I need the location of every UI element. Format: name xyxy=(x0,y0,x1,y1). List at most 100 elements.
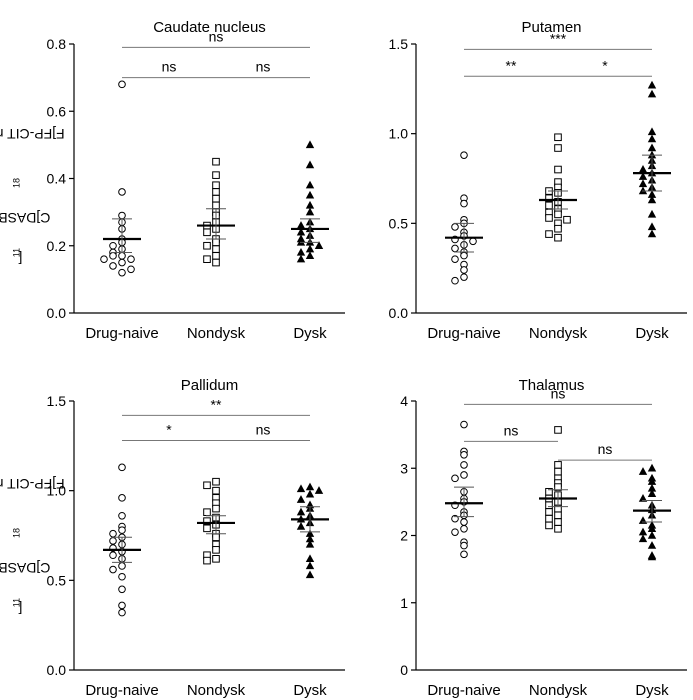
data-point xyxy=(460,550,468,559)
data-point xyxy=(118,258,126,267)
data-point xyxy=(109,565,117,574)
data-point xyxy=(647,463,657,472)
y-tick-label: 1.0 xyxy=(389,126,409,142)
data-point xyxy=(638,172,648,180)
data-point xyxy=(647,483,657,492)
data-point xyxy=(554,224,562,233)
data-point xyxy=(296,221,306,229)
panel-putamen: Putamen 0.0 0.5 1.0 1.5 Drug-naive Nondysk Dysk… xyxy=(389,19,687,342)
data-point xyxy=(305,534,315,543)
data-point xyxy=(305,539,315,548)
x-tick-label: Drug-naive xyxy=(427,682,500,699)
y-tick-label: 0.5 xyxy=(389,215,409,231)
data-point xyxy=(212,171,220,179)
data-point xyxy=(545,521,553,530)
panel-title: Thalamus xyxy=(519,377,585,394)
data-point xyxy=(212,533,220,542)
data-point xyxy=(554,426,562,434)
data-point xyxy=(203,228,211,237)
data-point xyxy=(460,541,468,550)
data-point xyxy=(460,471,468,479)
data-point xyxy=(203,481,211,490)
panel-title: Pallidum xyxy=(181,377,239,394)
data-point xyxy=(647,143,657,152)
significance-label: ns xyxy=(162,59,177,75)
data-point xyxy=(545,194,553,203)
y-tick-label: 0.8 xyxy=(47,36,67,52)
data-point xyxy=(545,230,553,238)
data-point xyxy=(212,258,220,267)
data-point xyxy=(554,210,562,219)
y-tick-label: 3 xyxy=(400,460,408,476)
data-point xyxy=(296,237,306,246)
panel-pallidum: Pallidum 0.0 0.5 1.0 1.5 Drug-naive Nondysk Dys… xyxy=(47,377,345,699)
data-point xyxy=(305,554,315,563)
data-point xyxy=(460,451,468,459)
data-point xyxy=(305,207,315,216)
data-point xyxy=(100,255,108,264)
data-point xyxy=(305,140,315,149)
significance-label: ns xyxy=(256,421,271,437)
data-point xyxy=(460,151,468,159)
significance-label: *** xyxy=(550,30,567,46)
data-point xyxy=(554,518,562,526)
data-point xyxy=(109,241,117,250)
panel-caudate-nucleus: Caudate nucleus 0.0 0.2 0.4 0.6 0.8 Drug-naive… xyxy=(47,19,345,342)
y-tick-label: 0.0 xyxy=(389,305,409,321)
data-point xyxy=(451,276,459,285)
data-point xyxy=(554,461,562,469)
data-point xyxy=(647,552,657,561)
data-point xyxy=(451,255,459,264)
data-point xyxy=(118,494,126,502)
data-point xyxy=(545,201,553,210)
y-tick-label: 1.5 xyxy=(47,393,67,409)
panel-title: Caudate nucleus xyxy=(153,19,266,36)
significance-label: ns xyxy=(504,422,519,438)
data-point xyxy=(212,245,220,253)
data-point xyxy=(460,461,468,469)
x-tick-label: Nondysk xyxy=(529,682,588,699)
data-point xyxy=(647,80,657,89)
data-point xyxy=(296,247,306,256)
data-point xyxy=(460,199,468,208)
data-point xyxy=(118,268,126,277)
data-point xyxy=(554,511,562,520)
data-point xyxy=(305,489,315,498)
data-point xyxy=(109,252,117,260)
data-point xyxy=(451,223,459,231)
data-point xyxy=(296,227,306,236)
data-point xyxy=(109,537,117,545)
data-point xyxy=(127,265,135,274)
data-point xyxy=(451,528,459,536)
data-point xyxy=(554,133,562,142)
data-point xyxy=(296,484,306,493)
x-tick-label: Dysk xyxy=(293,325,327,342)
y-tick-label: 0.4 xyxy=(47,171,67,187)
data-point xyxy=(638,179,648,188)
significance-label: ** xyxy=(506,57,517,73)
data-point xyxy=(647,190,657,198)
data-point xyxy=(305,561,315,570)
data-point xyxy=(545,508,553,516)
data-point xyxy=(118,526,126,534)
data-point xyxy=(554,467,562,476)
data-point xyxy=(647,89,657,98)
data-point xyxy=(638,467,648,475)
data-point xyxy=(212,555,220,563)
significance-label: * xyxy=(602,57,608,73)
data-point xyxy=(638,534,648,543)
data-point xyxy=(647,229,657,238)
y-tick-label: 1 xyxy=(400,595,408,611)
y-tick-label: 0.5 xyxy=(47,572,67,588)
significance-label: * xyxy=(166,421,172,437)
data-point xyxy=(127,255,135,264)
data-point xyxy=(296,522,306,530)
data-point xyxy=(314,241,324,249)
data-point xyxy=(203,241,211,250)
data-point xyxy=(109,529,117,538)
data-point xyxy=(638,165,648,173)
data-point xyxy=(118,511,126,520)
data-point xyxy=(554,165,562,174)
data-point xyxy=(118,252,126,260)
